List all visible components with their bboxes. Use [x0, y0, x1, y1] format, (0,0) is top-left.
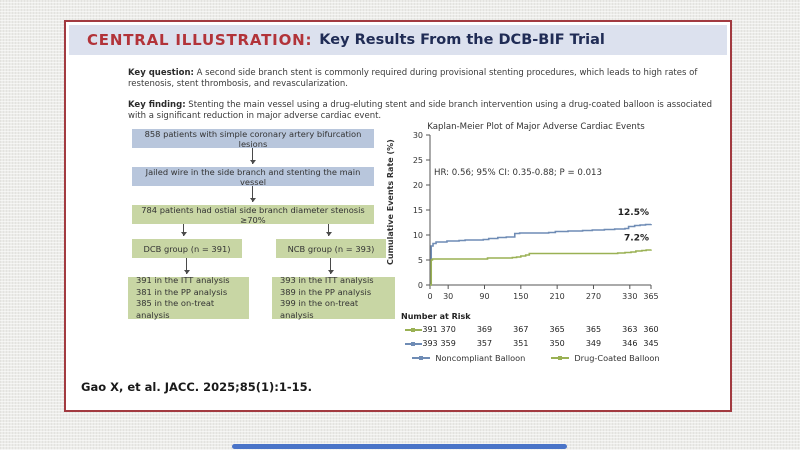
- svg-text:0: 0: [427, 292, 432, 301]
- arrow-down-icon: [249, 148, 256, 164]
- svg-text:30: 30: [443, 292, 453, 301]
- chart-legend: Noncompliant Balloon Drug-Coated Balloon: [388, 353, 684, 363]
- key-question-paragraph: Key question: A second side branch stent…: [128, 68, 713, 89]
- header-band: CENTRAL ILLUSTRATION: Key Results From t…: [69, 25, 727, 55]
- kaplan-meier-plot: 0 5 10 15 20 25 30 0 30 90 150 210 270 330 365 12.5% 7.2…: [413, 131, 659, 301]
- legend-label: Noncompliant Balloon: [435, 353, 526, 363]
- svg-text:7.2%: 7.2%: [624, 234, 649, 244]
- arrow-down-icon: [249, 186, 256, 202]
- key-finding-label: Key finding:: [128, 100, 186, 110]
- key-question-text: A second side branch stent is commonly r…: [128, 68, 698, 89]
- svg-text:15: 15: [413, 206, 423, 215]
- arrow-down-icon: [180, 224, 187, 236]
- flowchart-box-jailed-wire: Jailed wire in the side branch and stent…: [132, 167, 374, 187]
- legend-item-drug-coated-balloon: Drug-Coated Balloon: [551, 353, 660, 363]
- svg-text:270: 270: [586, 292, 601, 301]
- chart-title: Kaplan-Meier Plot of Major Adverse Cardi…: [427, 122, 645, 132]
- page-title: Key Results From the DCB-BIF Trial: [319, 32, 605, 48]
- svg-text:365: 365: [643, 292, 658, 301]
- key-finding-paragraph: Key finding: Stenting the main vessel us…: [128, 100, 713, 121]
- svg-text:5: 5: [418, 256, 423, 265]
- arrow-down-icon: [327, 258, 334, 274]
- citation-text: Gao X, et al. JACC. 2025;85(1):1-15.: [81, 380, 313, 394]
- arrow-down-icon: [183, 258, 190, 274]
- key-question-label: Key question:: [128, 68, 194, 78]
- flowchart-box-dcb-analysis: 391 in the ITT analysis 381 in the PP ana…: [128, 275, 249, 320]
- flowchart-box-858-patients: 858 patients with simple coronary artery…: [132, 129, 374, 149]
- svg-text:12.5%: 12.5%: [618, 208, 649, 218]
- header-label: CENTRAL ILLUSTRATION:: [87, 31, 313, 49]
- green-line-marker-icon: [551, 355, 570, 360]
- flowchart-box-784-patients: 784 patients had ostial side branch diam…: [132, 205, 374, 225]
- arrow-down-icon: [325, 224, 332, 236]
- legend-item-noncompliant-balloon: Noncompliant Balloon: [412, 353, 525, 363]
- key-finding-text: Stenting the main vessel using a drug-el…: [128, 100, 713, 121]
- progress-bar[interactable]: [232, 444, 567, 449]
- central-illustration-card: CENTRAL ILLUSTRATION: Key Results From t…: [64, 20, 732, 412]
- svg-text:90: 90: [479, 292, 489, 301]
- svg-text:10: 10: [413, 231, 423, 240]
- svg-text:30: 30: [413, 131, 423, 140]
- svg-text:25: 25: [413, 156, 423, 165]
- flowchart-box-ncb-analysis: 393 in the ITT analysis 389 in the PP ana…: [272, 275, 395, 320]
- flowchart-box-dcb-group: DCB group (n = 391): [132, 239, 242, 258]
- blue-line-marker-icon: [412, 355, 431, 360]
- hazard-ratio-annotation: HR: 0.56; 95% CI: 0.35-0.88; P = 0.013: [434, 168, 602, 178]
- svg-text:210: 210: [550, 292, 565, 301]
- svg-text:0: 0: [418, 281, 423, 290]
- number-at-risk-label: Number at Risk: [401, 312, 471, 321]
- flowchart-box-ncb-group: NCB group (n = 393): [276, 239, 386, 258]
- legend-label: Drug-Coated Balloon: [574, 353, 660, 363]
- number-at-risk-table: Number at Risk 391 370 369 367 365 365 363 360 3…: [401, 312, 659, 348]
- svg-text:20: 20: [413, 181, 423, 190]
- svg-text:150: 150: [513, 292, 528, 301]
- svg-text:330: 330: [622, 292, 637, 301]
